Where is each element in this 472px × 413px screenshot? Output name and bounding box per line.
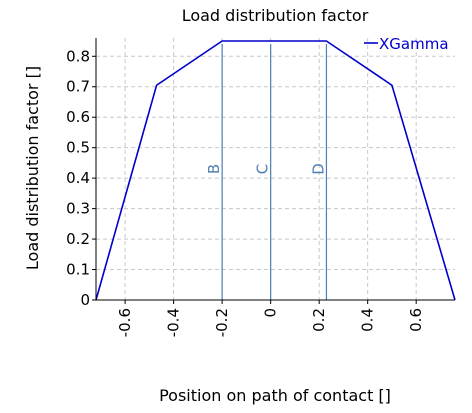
y-tick-label: 0.3 (66, 200, 90, 218)
y-tick-label: 0.6 (66, 108, 90, 126)
y-tick-label: 0.7 (66, 78, 90, 96)
chart-title: Load distribution factor (182, 6, 369, 25)
marker-label-b: B (205, 164, 223, 174)
x-tick-label: -0.2 (213, 308, 231, 337)
y-tick-label: 0.4 (66, 169, 90, 187)
y-axis-label: Load distribution factor [] (23, 66, 42, 270)
y-tick-label: 0.2 (66, 230, 90, 248)
x-tick-label: 0.4 (359, 308, 377, 332)
x-tick-label: 0.2 (310, 308, 328, 332)
x-tick-label: 0.6 (407, 308, 425, 332)
marker-label-c: C (254, 164, 272, 174)
series-lines (95, 40, 456, 301)
legend: XGamma (364, 35, 449, 53)
y-tick-label: 0.8 (66, 47, 90, 65)
y-tick-label: 0 (80, 291, 90, 309)
x-tick-label: 0 (262, 308, 280, 318)
grid (96, 38, 455, 301)
legend-label: XGamma (379, 35, 449, 53)
reference-markers: B C D (205, 44, 327, 300)
y-tick-label: 0.5 (66, 139, 90, 157)
marker-label-d: D (309, 163, 327, 175)
axes: 0 0.1 0.2 0.3 0.4 0.5 0.6 0.7 0.8 -0.6 -0.4 -0.2 0 0.… (66, 38, 455, 337)
x-axis-label: Position on path of contact [] (159, 386, 391, 405)
series-line-xgamma (95, 40, 456, 301)
y-tick-label: 0.1 (66, 261, 90, 279)
x-tick-label: -0.4 (165, 308, 183, 337)
x-tick-label: -0.6 (116, 308, 134, 337)
